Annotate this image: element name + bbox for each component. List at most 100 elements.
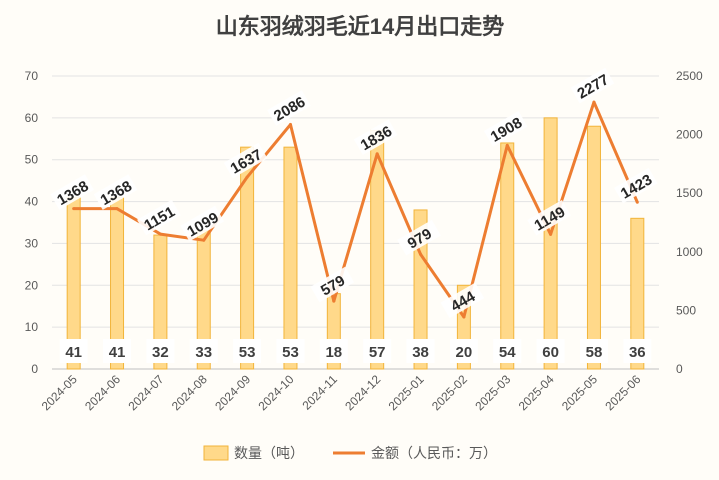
line-label-group: 1908: [483, 110, 528, 147]
line-label-bg: [180, 205, 225, 242]
left-tick-label: 50: [25, 153, 39, 167]
gridlines: [52, 75, 659, 370]
line-point: [462, 315, 466, 319]
x-tick-label: 2024-07: [125, 372, 166, 413]
bar-data-labels: 41 41 32 33 53 53 18 57 38 20 54 60 58 36: [59, 339, 652, 363]
bar-data-label: 58: [586, 344, 603, 361]
bar-series: [66, 117, 645, 370]
right-tick-label: 1500: [676, 186, 703, 200]
line-point: [72, 207, 76, 211]
bar-data-label: 18: [325, 344, 342, 361]
bar-label-bg: [276, 339, 305, 363]
line-point: [505, 143, 509, 147]
legend-label-bar: 数量（吨）: [234, 445, 304, 461]
bar-data-label: 32: [152, 344, 169, 361]
bar-data-label: 38: [412, 344, 429, 361]
bar-data-label: 60: [542, 344, 559, 361]
left-tick-label: 60: [25, 111, 39, 125]
line-point: [332, 299, 336, 303]
left-axis: 0 10 20 30 40 50 60 70: [25, 69, 39, 376]
x-tick-label: 2025-02: [429, 372, 470, 413]
line-label-bg: [614, 167, 658, 204]
bar-data-label: 36: [629, 344, 646, 361]
bar-label-bg: [449, 339, 478, 363]
x-tick-label: 2024-10: [256, 372, 297, 413]
line-point: [375, 152, 379, 156]
line-point: [419, 252, 423, 256]
bar-label-bg: [493, 339, 522, 363]
right-tick-label: 2500: [676, 69, 703, 83]
line-label-bg: [353, 119, 398, 156]
bar-label-bg: [579, 339, 608, 363]
x-tick-label: 2024-12: [342, 372, 383, 413]
bar: [630, 217, 645, 370]
x-tick-label: 2025-06: [602, 372, 643, 413]
line-point: [158, 232, 162, 236]
right-tick-label: 1000: [676, 245, 703, 259]
line-label-bg: [310, 266, 355, 303]
left-tick-label: 0: [31, 362, 38, 376]
left-tick-label: 70: [25, 69, 39, 83]
line-label-group: 2277: [570, 67, 615, 104]
line-point: [245, 175, 249, 179]
line-label-group: 579: [310, 266, 355, 303]
bar-data-label: 33: [195, 344, 212, 361]
x-tick-label: 2024-05: [39, 372, 80, 413]
line-label-bg: [223, 142, 268, 179]
line-point: [549, 232, 553, 236]
line-label-bg: [267, 90, 311, 126]
bar-label-bg: [536, 339, 565, 363]
line-label-group: 1151: [137, 199, 181, 236]
bar-data-label: 53: [239, 344, 256, 361]
x-tick-label: 2025-05: [559, 372, 600, 413]
line-label-bg: [440, 282, 485, 319]
bar-label-bg: [59, 339, 88, 363]
x-tick-label: 2025-04: [516, 372, 557, 413]
right-axis: 0 500 1000 1500 2000 2500: [676, 69, 703, 376]
legend-swatch-bar: [203, 445, 229, 461]
legend: 数量（吨） 金额（人民币：万）: [203, 445, 497, 461]
bar: [500, 142, 515, 370]
right-tick-label: 500: [676, 303, 696, 317]
x-tick-label: 2024-06: [82, 372, 123, 413]
bar-label-bg: [319, 339, 348, 363]
bar-data-label: 57: [369, 344, 386, 361]
bar-label-bg: [189, 339, 218, 363]
chart-title: 山东羽绒羽毛近14月出口走势: [216, 14, 504, 39]
right-tick-label: 2000: [676, 128, 703, 142]
x-tick-label: 2024-08: [169, 372, 210, 413]
x-axis: 2024-05 2024-06 2024-07 2024-08 2024-09 2024-…: [39, 372, 644, 413]
line-point: [115, 207, 119, 211]
bar-label-bg: [146, 339, 175, 363]
left-tick-label: 20: [25, 278, 39, 292]
bar-data-label: 20: [456, 344, 473, 361]
x-tick-label: 2025-03: [472, 372, 513, 413]
line-label-bg: [483, 110, 528, 147]
bar-data-label: 54: [499, 344, 516, 361]
line-point: [635, 200, 639, 204]
bar-data-label: 41: [109, 344, 126, 361]
line-label-bg: [570, 67, 615, 104]
line-point: [592, 100, 596, 104]
line-label-bg: [50, 174, 94, 210]
left-tick-label: 40: [25, 195, 39, 209]
x-tick-label: 2024-09: [212, 372, 253, 413]
bar: [240, 146, 255, 370]
bar: [283, 146, 298, 370]
bar-label-bg: [623, 339, 652, 363]
line-label-bg: [137, 199, 181, 236]
bar: [586, 125, 601, 370]
bar-label-bg: [103, 339, 132, 363]
right-tick-label: 0: [676, 362, 683, 376]
bar-label-bg: [406, 339, 435, 363]
left-tick-label: 30: [25, 236, 39, 250]
line-label-bg: [397, 219, 441, 256]
legend-label-line: 金额（人民币：万）: [371, 445, 497, 461]
line-point: [288, 123, 292, 127]
line-point: [202, 238, 206, 242]
x-tick-label: 2024-11: [300, 372, 341, 413]
bar-data-label: 53: [282, 344, 299, 361]
